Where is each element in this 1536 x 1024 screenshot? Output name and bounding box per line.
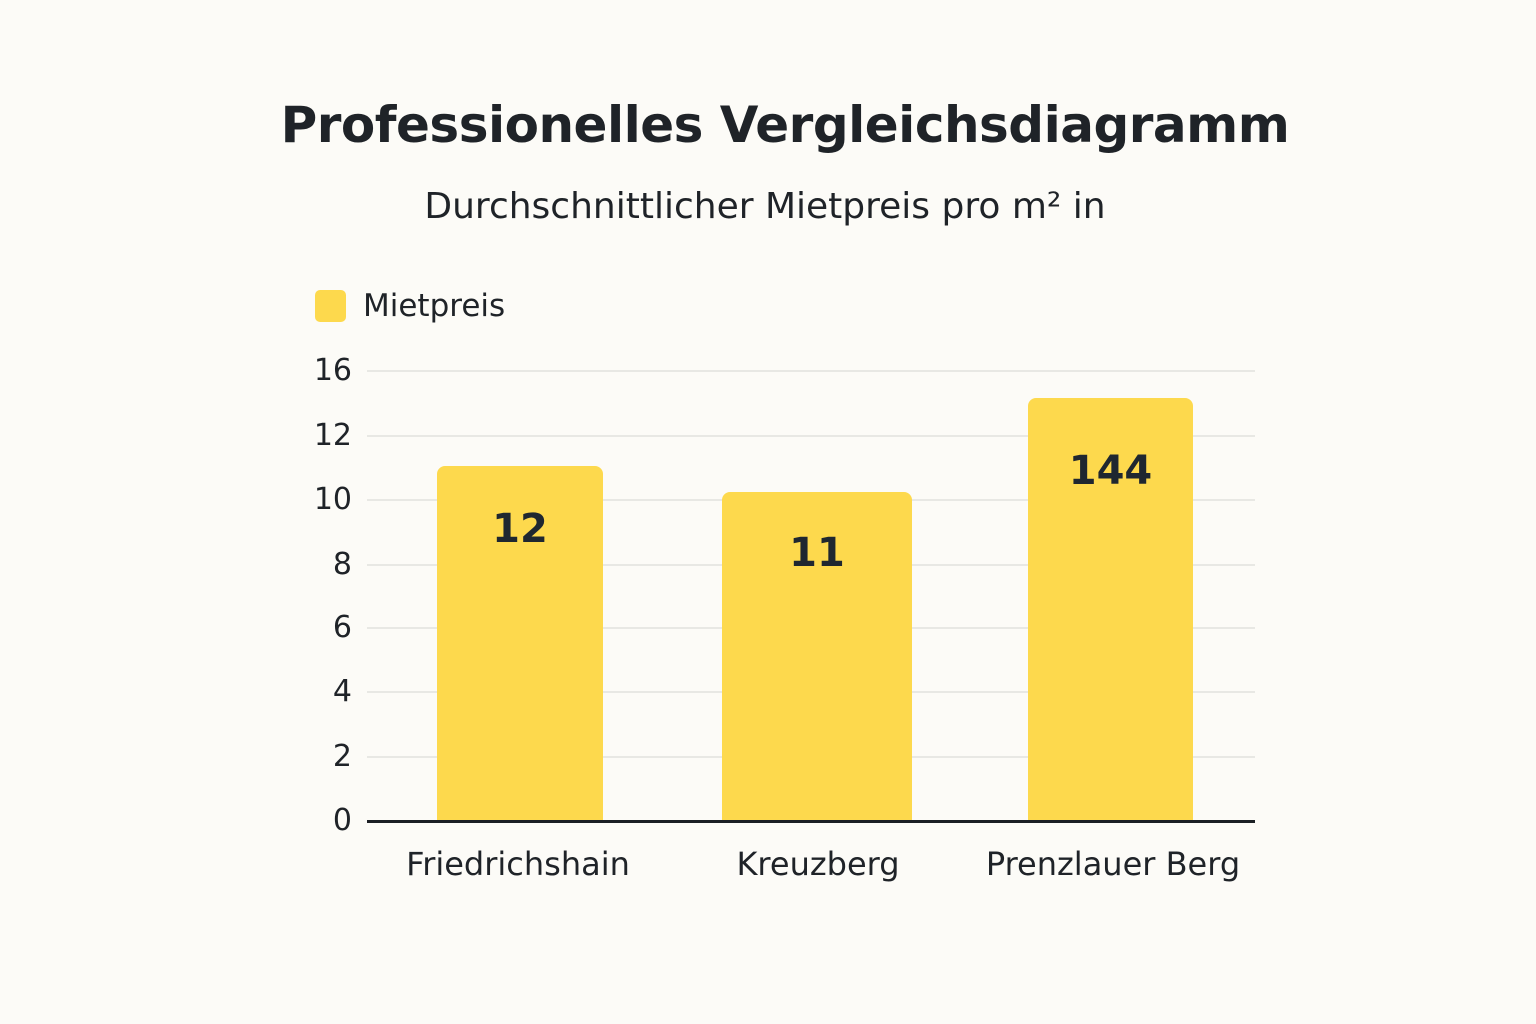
bar-value-label: 144 [1068, 448, 1153, 494]
y-tick-label: 10 [313, 482, 352, 517]
gridline [367, 370, 1255, 372]
x-tick-label: Friedrichshain [406, 845, 630, 883]
bar-value-label: 12 [492, 506, 548, 552]
chart-subtitle: Durchschnittlicher Mietpreis pro m² in [424, 186, 1106, 227]
x-tick-label: Prenzlauer Berg [985, 845, 1241, 883]
y-tick-label: 16 [313, 353, 352, 388]
y-tick-label: 2 [332, 739, 352, 774]
legend-label: Mietpreis [363, 288, 506, 324]
x-tick-label: Kreuzberg [736, 845, 900, 883]
legend-swatch-mietpreis [315, 290, 346, 322]
y-tick-label: 8 [332, 547, 352, 582]
y-tick-label: 4 [332, 674, 352, 709]
bar-prenzlauer-berg: 144 [1028, 398, 1193, 821]
legend: Mietpreis [315, 288, 505, 324]
gridline [367, 435, 1255, 437]
y-tick-label: 6 [332, 610, 352, 645]
x-axis-line [367, 820, 1255, 823]
y-tick-label: 0 [332, 803, 352, 838]
bar-friedrichshain: 12 [437, 466, 603, 821]
y-tick-label: 12 [313, 418, 352, 453]
bar-value-label: 11 [789, 530, 845, 576]
chart-title: Professionelles Vergleichsdiagramm [280, 96, 1290, 154]
bar-kreuzberg: 11 [722, 492, 912, 821]
